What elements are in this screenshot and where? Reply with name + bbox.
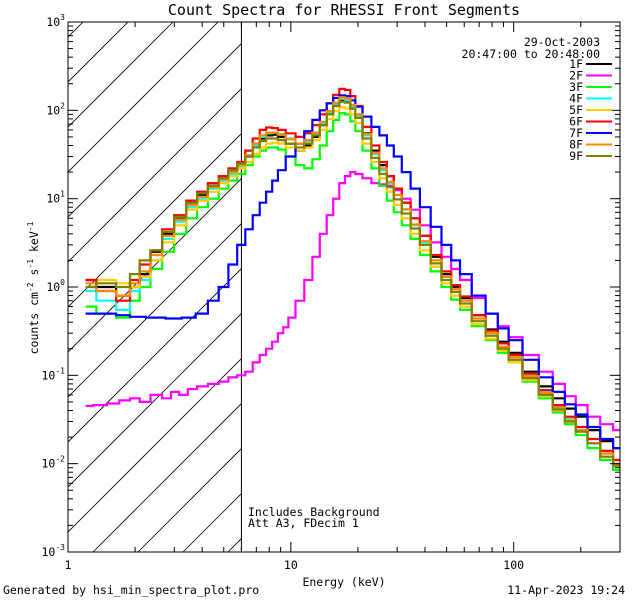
spectra-series-group <box>85 87 620 471</box>
hatch-line <box>68 22 174 128</box>
series-line-1F <box>85 99 620 450</box>
legend-label-2F: 2F <box>569 69 583 83</box>
series-line-3F <box>85 112 620 471</box>
observation-time-range: 20:47:00 to 20:48:00 <box>462 47 601 61</box>
series-line-5F <box>85 106 620 467</box>
legend-label-7F: 7F <box>569 126 583 140</box>
legend-label-3F: 3F <box>569 80 583 94</box>
chart-title: Count Spectra for RHESSI Front Segments <box>168 1 520 19</box>
hatch-line <box>68 43 242 218</box>
legend-label-4F: 4F <box>569 92 583 106</box>
y-tick-label: 103 <box>46 13 65 29</box>
hatch-line <box>273 0 640 552</box>
series-line-7F <box>85 94 620 450</box>
hatch-line <box>453 0 640 552</box>
hatch-line <box>68 133 242 308</box>
footer-generated-by: Generated by hsi_min_spectra_plot.pro <box>3 583 259 597</box>
x-tick-label: 100 <box>503 558 524 572</box>
hatch-line <box>543 0 640 552</box>
legend-label-6F: 6F <box>569 115 583 129</box>
legend-label-5F: 5F <box>569 103 583 117</box>
series-line-6F <box>85 87 620 462</box>
hatch-line <box>137 448 242 552</box>
axis-tick-labels: 1 10 100 10-3 10-2 10-1 100 101 102 103 <box>42 13 525 572</box>
y-tick-label: 102 <box>46 101 65 117</box>
legend-label-1F: 1F <box>569 57 583 71</box>
hatch-line <box>68 178 242 353</box>
y-tick-label: 10-3 <box>42 543 66 559</box>
x-tick-label: 1 <box>65 558 72 572</box>
x-axis-label: Energy (keV) <box>302 575 385 589</box>
series-line-8F <box>85 96 620 465</box>
note-background: Includes Background <box>248 505 380 519</box>
hatched-excluded-region <box>68 0 640 552</box>
note-attenuator: Att A3, FDecim 1 <box>248 516 359 530</box>
footer-timestamp: 11-Apr-2023 19:24 <box>507 583 625 597</box>
y-axis-label: counts cm-2 s-1 keV-1 <box>26 221 41 354</box>
legend-label-9F: 9F <box>569 149 583 163</box>
x-tick-label: 10 <box>284 558 298 572</box>
hatch-line <box>68 223 242 398</box>
hatch-line <box>92 403 242 552</box>
y-tick-label: 101 <box>46 190 65 206</box>
hatch-line <box>363 0 640 552</box>
hatch-line <box>68 358 242 533</box>
hatch-line <box>633 0 640 552</box>
hatch-line <box>68 22 129 83</box>
series-line-4F <box>85 97 620 462</box>
hatch-line <box>68 22 219 173</box>
series-line-9F <box>85 100 620 467</box>
hatch-line <box>68 313 242 488</box>
axis-ticks <box>67 21 621 553</box>
y-tick-label: 10-2 <box>42 455 66 471</box>
hatch-line <box>318 0 640 552</box>
hatch-line <box>68 22 84 38</box>
y-tick-label: 100 <box>46 278 65 294</box>
y-tick-label: 10-1 <box>42 366 66 382</box>
hatch-line <box>68 268 242 443</box>
legend-label-8F: 8F <box>569 138 583 152</box>
observation-date: 29-Oct-2003 <box>524 35 600 49</box>
